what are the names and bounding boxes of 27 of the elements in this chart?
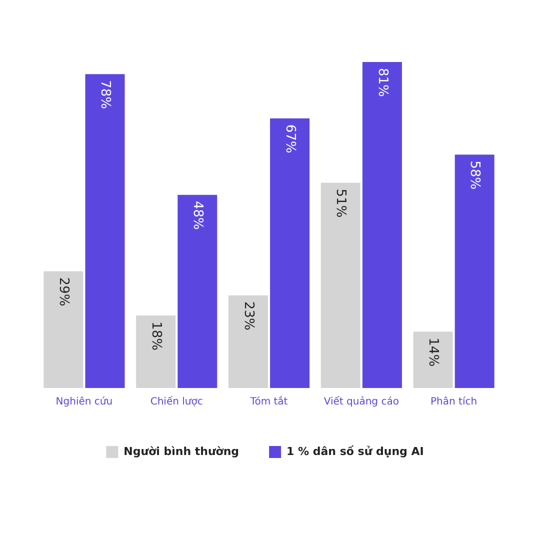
- bar: [178, 194, 218, 388]
- bar: [85, 74, 125, 388]
- legend-label: Người bình thường: [124, 444, 240, 458]
- data-label: 48%: [190, 200, 206, 230]
- data-label: 51%: [333, 188, 348, 218]
- data-label: 29%: [56, 277, 72, 306]
- data-label: 78%: [98, 80, 113, 109]
- data-label: 23%: [240, 301, 256, 330]
- bar: [228, 295, 268, 388]
- x-tick-label: Nghiên cứu: [56, 396, 113, 408]
- x-tick-label: Phân tích: [430, 396, 478, 408]
- bar: [454, 154, 494, 388]
- data-label: 18%: [148, 322, 164, 350]
- bar: [362, 62, 402, 388]
- bar: [270, 118, 310, 388]
- data-label: 58%: [467, 160, 482, 190]
- legend-label: 1 % dân số sử dụng AI: [286, 444, 424, 458]
- x-tick-label: Chiến lược: [150, 396, 203, 408]
- bar: [44, 271, 84, 388]
- bar: [320, 182, 360, 388]
- data-label: 81%: [374, 68, 390, 97]
- bar: [136, 316, 176, 388]
- data-label: 67%: [282, 124, 298, 154]
- x-tick-label: Viết quảng cáo: [324, 396, 399, 408]
- data-label: 14%: [426, 338, 441, 367]
- x-tick-label: Tóm tắt: [249, 396, 288, 408]
- bar: [413, 332, 453, 388]
